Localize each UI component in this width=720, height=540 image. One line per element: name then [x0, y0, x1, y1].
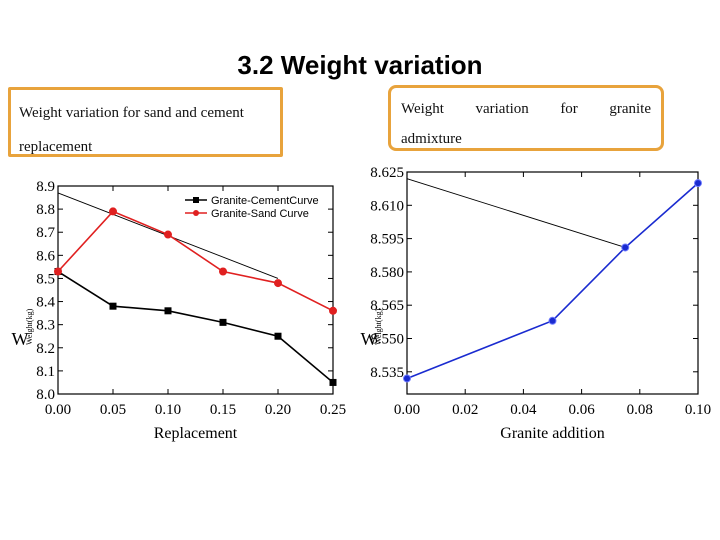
y-tick-label: 8.625 — [370, 165, 404, 181]
x-tick-label: 0.04 — [510, 402, 537, 418]
data-point — [548, 316, 557, 325]
data-point — [54, 267, 62, 276]
x-tick-label: 0.05 — [100, 402, 126, 418]
y-tick-label: 8.580 — [370, 265, 404, 281]
right-caption-word: granite — [609, 101, 651, 117]
data-point — [621, 243, 630, 252]
y-tick-label: 8.535 — [370, 365, 404, 381]
trend-line — [406, 178, 626, 248]
legend-label: Granite-Sand Curve — [211, 208, 309, 220]
y-tick-label: 8.4 — [36, 295, 55, 311]
x-axis-label: Granite addition — [500, 425, 604, 442]
x-tick-label: 0.20 — [265, 402, 291, 418]
x-tick-label: 0.02 — [452, 402, 478, 418]
y-tick-label: 8.565 — [370, 298, 404, 314]
data-point — [403, 374, 411, 383]
x-tick-label: 0.10 — [685, 402, 711, 418]
data-point — [164, 230, 172, 239]
y-axis-label: W — [361, 329, 378, 349]
y-tick-label: 8.0 — [36, 387, 55, 403]
y-tick-label: 8.6 — [36, 248, 55, 264]
y-tick-label: 8.8 — [36, 202, 55, 218]
left-caption-line1: Weight variation for sand and cement — [19, 105, 244, 121]
series-line-0-0 — [57, 270, 334, 384]
y-tick-label: 8.7 — [36, 225, 55, 241]
data-point — [329, 378, 337, 386]
data-point — [219, 318, 227, 326]
y-tick-label: 8.2 — [36, 341, 55, 357]
y-axis-label-fragment: Weight(kg) — [25, 308, 34, 345]
right-caption-line1: Weight variation for granite — [401, 94, 651, 124]
x-tick-label: 0.25 — [320, 402, 346, 418]
right-caption-box: Weight variation for granite admixture — [388, 85, 664, 151]
data-point — [109, 207, 117, 216]
y-axis-label-fragment: Weight(kg) — [374, 308, 383, 345]
y-tick-label: 8.3 — [36, 318, 55, 334]
right-caption-line2: admixture — [401, 131, 462, 147]
x-tick-label: 0.06 — [568, 402, 595, 418]
left-caption-box: Weight variation for sand and cement rep… — [8, 87, 283, 157]
legend-label: Granite-CementCurve — [211, 195, 319, 207]
y-tick-label: 8.550 — [370, 332, 404, 348]
data-point — [274, 332, 282, 340]
x-tick-label: 0.08 — [627, 402, 653, 418]
right-caption-word: for — [560, 101, 578, 117]
data-point — [329, 306, 337, 315]
x-axis-label: Replacement — [154, 425, 238, 442]
y-tick-label: 8.9 — [36, 179, 55, 195]
x-tick-label: 0.10 — [155, 402, 181, 418]
right-caption-word: variation — [475, 101, 529, 117]
y-tick-label: 8.5 — [36, 271, 55, 287]
x-tick-label: 0.15 — [210, 402, 236, 418]
data-point — [219, 267, 227, 276]
left-caption-line2: replacement — [19, 139, 93, 155]
data-point — [274, 279, 282, 288]
y-tick-label: 8.595 — [370, 232, 404, 248]
right-caption-word: Weight — [401, 101, 444, 117]
slide-title: 3.2 Weight variation — [237, 50, 483, 80]
legend-marker — [193, 210, 199, 216]
series-line-1-0 — [406, 182, 699, 380]
legend-marker — [193, 197, 199, 203]
data-point — [109, 302, 117, 310]
x-tick-label: 0.00 — [394, 402, 420, 418]
plot-frame-1 — [406, 171, 699, 395]
y-tick-label: 8.610 — [370, 198, 404, 214]
y-axis-label: W — [12, 329, 29, 349]
y-tick-label: 8.1 — [36, 364, 55, 380]
data-point — [694, 179, 702, 188]
series-line-0-1 — [57, 210, 334, 312]
data-point — [164, 307, 172, 315]
x-tick-label: 0.00 — [45, 402, 71, 418]
